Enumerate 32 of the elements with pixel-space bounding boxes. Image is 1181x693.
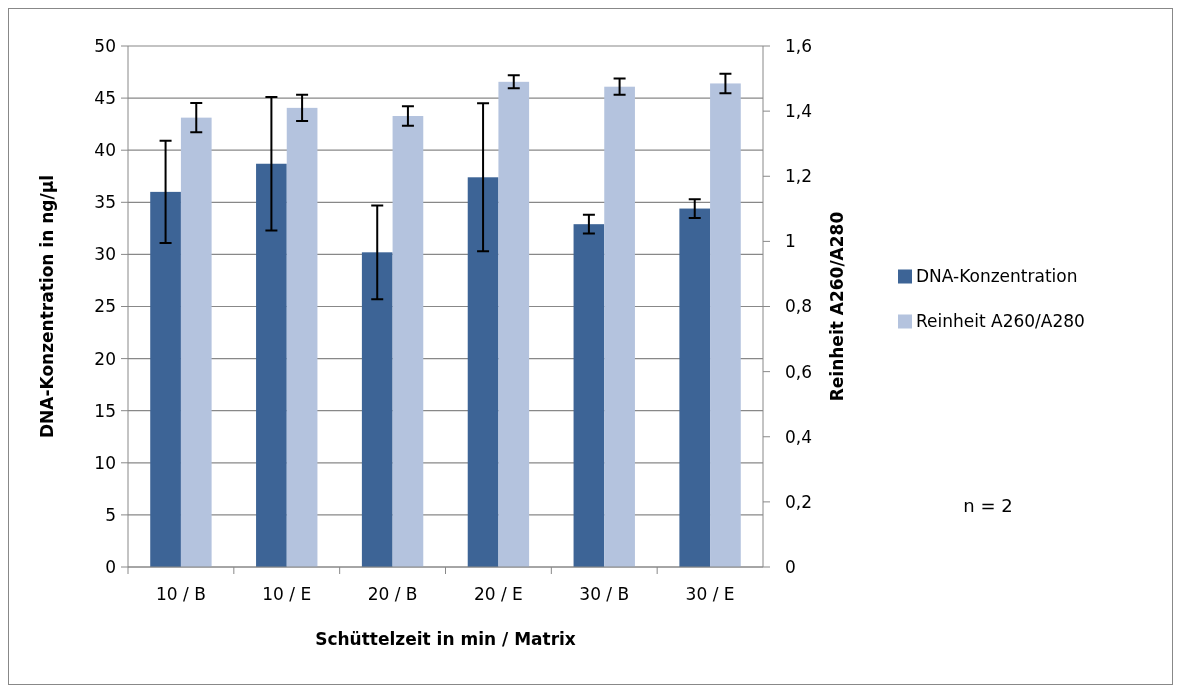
x-tick-label: 10 / B	[155, 584, 206, 604]
y2-tick-label: 1,4	[785, 101, 813, 122]
legend-label: DNA-Konzentration	[916, 266, 1078, 287]
y2-tick-label: 0,8	[785, 296, 813, 317]
x-tick-label: 20 / E	[473, 584, 523, 604]
y2-tick-label: 0,4	[785, 426, 813, 447]
y2-tick-label: 1,2	[785, 166, 813, 187]
y2-tick-label: 1,6	[785, 35, 813, 56]
x-tick-label: 10 / E	[262, 584, 312, 604]
y-tick-label: 15	[94, 400, 116, 421]
x-tick-label: 30 / B	[579, 584, 630, 604]
y2-tick-label: 1	[785, 231, 796, 252]
x-tick-label: 20 / B	[367, 584, 418, 604]
y2-tick-label: 0,6	[785, 361, 813, 382]
y-tick-label: 10	[94, 452, 116, 473]
x-tick-label: 30 / E	[685, 584, 735, 604]
y-axis-title: DNA-Konzentration in ng/µl	[37, 174, 57, 439]
y-tick-label: 5	[105, 504, 116, 525]
y2-tick-label: 0,2	[785, 491, 813, 512]
y-tick-label: 30	[94, 244, 116, 265]
y-tick-label: 20	[94, 348, 116, 369]
y-tick-label: 35	[94, 192, 116, 213]
y-tick-label: 50	[94, 35, 116, 56]
y-tick-label: 25	[94, 296, 116, 317]
y2-axis-title: Reinheit A260/A280	[827, 211, 847, 402]
x-axis-title: Schüttelzeit in min / Matrix	[315, 629, 576, 649]
legend-label: Reinheit A260/A280	[916, 311, 1085, 332]
y-tick-label: 45	[94, 88, 116, 109]
y-tick-label: 40	[94, 140, 116, 161]
text: n = 2	[963, 495, 1013, 516]
y2-tick-label: 0	[785, 556, 796, 577]
y-tick-label: 0	[105, 556, 116, 577]
